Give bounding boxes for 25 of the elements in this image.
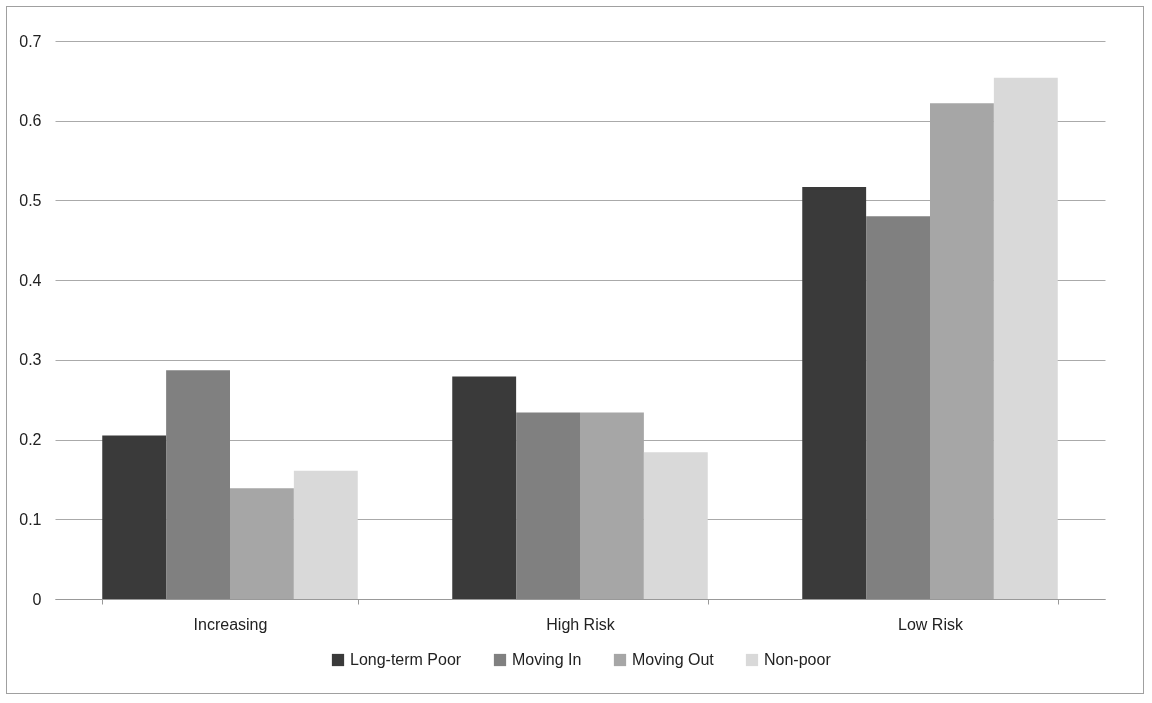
legend-label: Moving In	[512, 651, 582, 668]
y-tick-label: 0.1	[19, 510, 42, 528]
y-tick-label: 0.4	[19, 271, 42, 289]
x-tick-label: Low Risk	[898, 615, 964, 633]
y-tick-label: 0.5	[19, 191, 42, 209]
bar	[643, 452, 708, 599]
y-tick-label: 0.2	[19, 431, 42, 449]
y-tick-label: 0.6	[19, 112, 42, 130]
y-tick-label: 0	[32, 590, 42, 608]
bar	[166, 370, 230, 599]
legend-label: Long-term Poor	[350, 651, 462, 668]
bar	[293, 470, 358, 599]
bar	[993, 77, 1058, 599]
x-tick-label: High Risk	[546, 615, 616, 633]
y-tick-label: 0.3	[19, 351, 42, 369]
legend-label: Non-poor	[764, 651, 832, 668]
bar	[866, 216, 930, 599]
legend-label: Moving Out	[632, 651, 715, 668]
x-tick-label: Increasing	[193, 615, 268, 633]
bar	[230, 488, 294, 599]
y-tick-label: 0.7	[19, 32, 42, 50]
bar	[102, 435, 167, 599]
bar	[452, 376, 517, 599]
bar	[802, 186, 867, 599]
bar	[516, 412, 580, 599]
